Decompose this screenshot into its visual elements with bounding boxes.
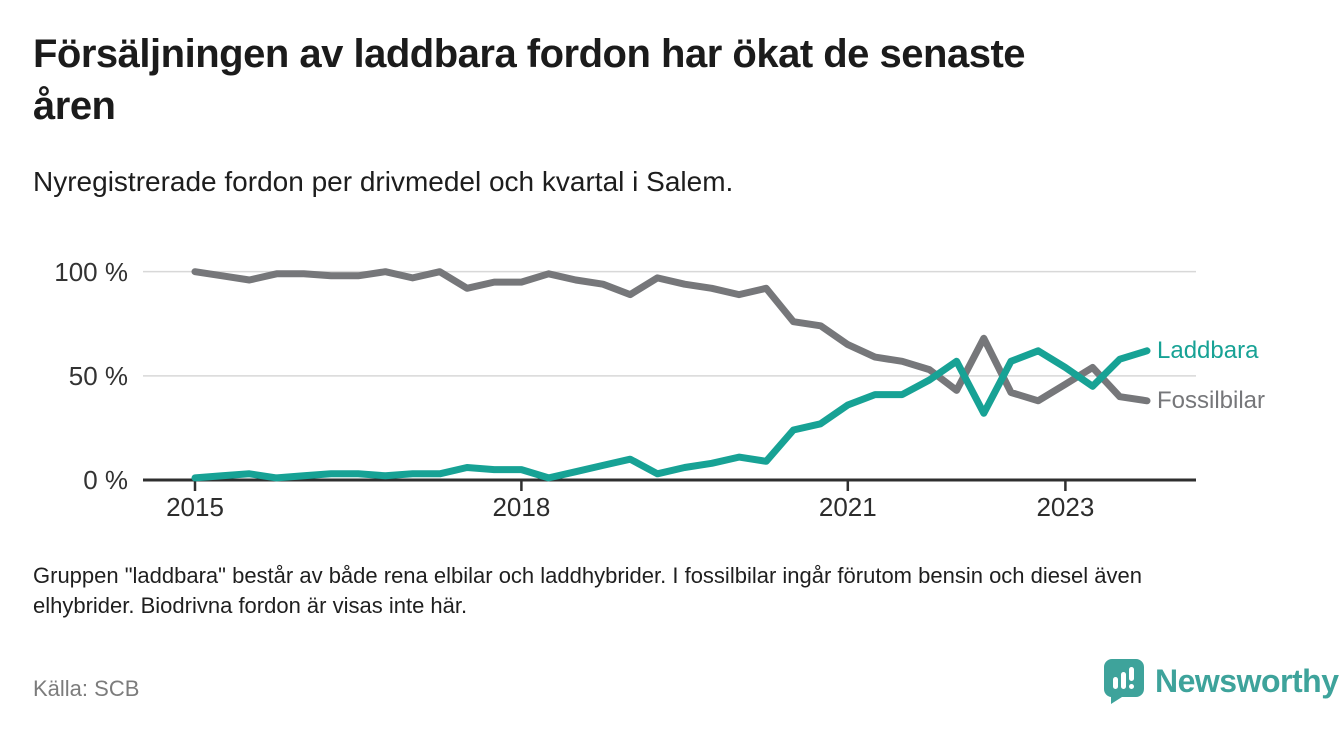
x-axis-label: 2015 <box>166 492 224 522</box>
page-title: Försäljningen av laddbara fordon har öka… <box>33 28 1283 132</box>
chart-footnote-line1: Gruppen "laddbara" består av både rena e… <box>33 563 1142 588</box>
newsworthy-branding: Newsworthy <box>1103 658 1339 704</box>
legend-laddbara: Laddbara <box>1157 336 1259 364</box>
legend-fossilbilar: Fossilbilar <box>1157 386 1266 414</box>
chart-footnote: Gruppen "laddbara" består av både rena e… <box>33 561 1293 621</box>
chart-footnote-line2: elhybrider. Biodrivna fordon är visas in… <box>33 593 468 618</box>
fossilbilar-line <box>191 268 1151 405</box>
y-axis-label: 0 % <box>83 465 128 495</box>
x-axis-ticks <box>193 480 1067 491</box>
x-axis-label: 2023 <box>1036 492 1095 522</box>
newsworthy-logo-icon <box>1103 659 1144 704</box>
y-axis-label: 50 % <box>68 360 128 391</box>
x-axis-label: 2021 <box>818 492 877 522</box>
chart-subtitle: Nyregistrerade fordon per drivmedel och … <box>33 166 734 197</box>
logo-exclamation-bar <box>1129 667 1134 681</box>
logo-bar-tall <box>1121 672 1126 689</box>
page-title-line2: åren <box>33 84 116 128</box>
laddbara-line <box>191 347 1151 482</box>
newsworthy-wordmark: Newsworthy <box>1155 662 1339 699</box>
source-attribution: Källa: SCB <box>33 676 140 701</box>
logo-bar-short <box>1113 677 1118 689</box>
y-axis-label: 100 % <box>54 256 128 287</box>
x-axis-label: 2018 <box>492 492 551 522</box>
gridlines <box>143 270 1196 377</box>
logo-exclamation-dot <box>1129 684 1134 689</box>
page-title-line1: Försäljningen av laddbara fordon har öka… <box>33 32 1026 76</box>
